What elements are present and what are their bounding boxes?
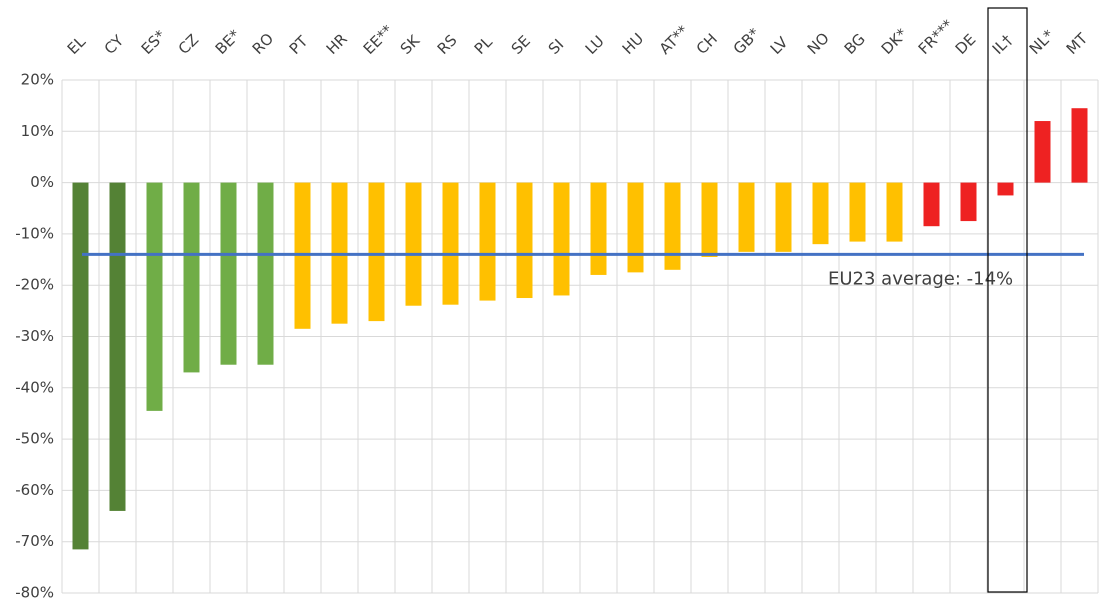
y-tick-label: -50%	[15, 430, 54, 448]
bar	[1034, 121, 1051, 183]
x-tick-label: LV	[767, 33, 792, 58]
x-tick-label: NL*	[1026, 26, 1058, 58]
x-tick-label: EE**	[360, 21, 397, 58]
bar	[109, 182, 126, 511]
bar	[664, 182, 681, 270]
average-label: EU23 average: -14%	[828, 268, 1013, 289]
y-tick-label: -70%	[15, 532, 54, 550]
bar	[257, 182, 274, 365]
x-tick-label: SI	[545, 35, 568, 58]
x-tick-label: EL	[64, 32, 90, 58]
x-tick-label: HR	[323, 30, 351, 58]
x-tick-label: AT**	[656, 21, 693, 58]
x-tick-label: DE	[952, 30, 980, 58]
x-tick-label: IL†	[989, 31, 1016, 58]
y-tick-label: -20%	[15, 276, 54, 294]
y-tick-label: 0%	[30, 173, 54, 191]
bar	[997, 182, 1014, 196]
bar	[553, 182, 570, 296]
y-tick-label: -40%	[15, 378, 54, 396]
y-tick-label: -80%	[15, 584, 54, 600]
bar	[516, 182, 533, 299]
bar	[775, 182, 792, 252]
x-tick-label: CZ	[175, 31, 202, 58]
bar	[183, 182, 200, 373]
x-tick-label: LU	[582, 32, 608, 58]
y-tick-label: -60%	[15, 481, 54, 499]
x-tick-label: HU	[619, 30, 647, 58]
bar	[812, 182, 829, 245]
bar	[368, 182, 385, 322]
y-tick-label: 20%	[21, 71, 54, 89]
x-tick-label: SE	[508, 32, 534, 58]
bar	[627, 182, 644, 273]
bar	[886, 182, 903, 242]
x-tick-label: GB*	[730, 24, 764, 58]
y-tick-label: -10%	[15, 224, 54, 242]
x-tick-label: MT	[1063, 29, 1092, 58]
bar	[960, 182, 977, 222]
bar	[479, 182, 496, 301]
bar	[1071, 108, 1088, 183]
bar	[590, 182, 607, 275]
highlight-box	[987, 7, 1028, 593]
x-tick-label: RS	[434, 31, 461, 58]
x-tick-label: CY	[101, 31, 128, 58]
bar	[701, 182, 718, 257]
x-tick-label: ES*	[138, 26, 170, 58]
x-tick-label: PL	[471, 33, 496, 58]
bar	[849, 182, 866, 242]
x-tick-label: FR***	[915, 16, 957, 58]
y-tick-label: 10%	[21, 122, 54, 140]
x-tick-label: PT	[286, 32, 312, 58]
bar	[220, 182, 237, 365]
y-tick-label: -30%	[15, 327, 54, 345]
x-tick-label: SK	[397, 31, 424, 58]
bar	[738, 182, 755, 252]
bar	[405, 182, 422, 306]
x-tick-label: NO	[804, 29, 833, 58]
bar	[72, 182, 89, 550]
bar	[146, 182, 163, 411]
x-tick-label: CH	[693, 30, 721, 58]
x-tick-label: BG	[841, 30, 869, 58]
x-tick-label: DK*	[878, 25, 912, 59]
bar	[442, 182, 459, 305]
x-tick-label: RO	[249, 30, 277, 58]
bar	[923, 182, 940, 227]
x-tick-label: BE*	[212, 26, 244, 58]
